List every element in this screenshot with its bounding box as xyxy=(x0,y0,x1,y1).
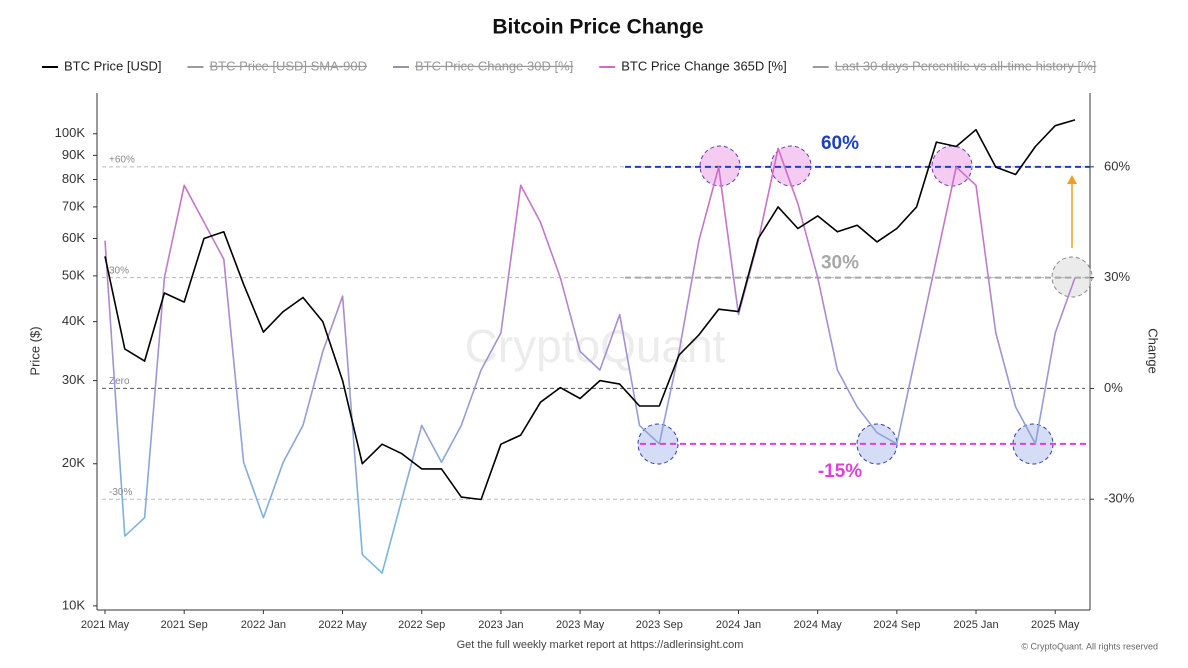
x-tick-label: 2021 Sep xyxy=(161,619,208,631)
y-tick-label: 20K xyxy=(62,455,85,470)
level-label: -30% xyxy=(109,487,132,498)
reference-label: 30% xyxy=(821,253,859,274)
x-tick-label: 2021 May xyxy=(81,619,130,631)
y2-tick-label: -30% xyxy=(1104,491,1135,506)
y2-axis-label: Change xyxy=(1146,328,1161,374)
y-tick-label: 80K xyxy=(62,171,85,186)
highlight-circles xyxy=(637,145,1093,465)
y-tick-label: 90K xyxy=(62,147,85,162)
legend-label: BTC Price Change 30D [%] xyxy=(415,58,573,73)
legend-label: BTC Price [USD] xyxy=(64,58,162,73)
reference-label: 60% xyxy=(821,133,859,154)
x-tick-label: 2024 Jan xyxy=(716,619,761,631)
watermark: CryptoQuant xyxy=(465,320,726,372)
y-tick-label: 30K xyxy=(62,372,85,387)
legend-label: BTC Price [USD] SMA-90D xyxy=(210,58,367,73)
y-tick-label: 50K xyxy=(62,267,85,282)
legend-label: BTC Price Change 365D [%] xyxy=(621,58,786,73)
y2-tick-label: 30% xyxy=(1104,269,1130,284)
x-tick-label: 2025 May xyxy=(1031,619,1080,631)
x-tick-label: 2022 May xyxy=(318,619,367,631)
y-tick-label: 100K xyxy=(55,125,86,140)
x-tick-label: 2022 Jan xyxy=(241,619,286,631)
chart-title: Bitcoin Price Change xyxy=(492,16,703,39)
level-label: 30% xyxy=(109,265,129,276)
legend-label: Last 30 days Percentile vs all-time hist… xyxy=(835,58,1097,73)
x-tick-label: 2024 Sep xyxy=(873,619,920,631)
x-tick-label: 2024 May xyxy=(793,619,842,631)
x-tick-label: 2025 Jan xyxy=(953,619,998,631)
x-tick-label: 2023 Jan xyxy=(478,619,523,631)
y2-tick-label: 60% xyxy=(1104,158,1130,173)
y-tick-label: 40K xyxy=(62,313,85,328)
level-label: Zero xyxy=(109,376,130,387)
series-line xyxy=(104,147,1076,574)
y-tick-label: 10K xyxy=(62,597,85,612)
y-tick-label: 60K xyxy=(62,230,85,245)
y-tick-label: 70K xyxy=(62,198,85,213)
series-line xyxy=(104,119,1076,501)
level-label: +60% xyxy=(109,154,135,165)
copyright: © CryptoQuant. All rights reserved xyxy=(1021,641,1158,651)
x-tick-label: 2022 Sep xyxy=(398,619,445,631)
x-tick-label: 2023 Sep xyxy=(636,619,683,631)
reference-label: -15% xyxy=(818,461,862,482)
x-tick-label: 2023 May xyxy=(556,619,605,631)
y-axis-label: Price ($) xyxy=(27,326,42,375)
y2-tick-label: 0% xyxy=(1104,380,1123,395)
footer: Get the full weekly market report at htt… xyxy=(457,639,744,651)
